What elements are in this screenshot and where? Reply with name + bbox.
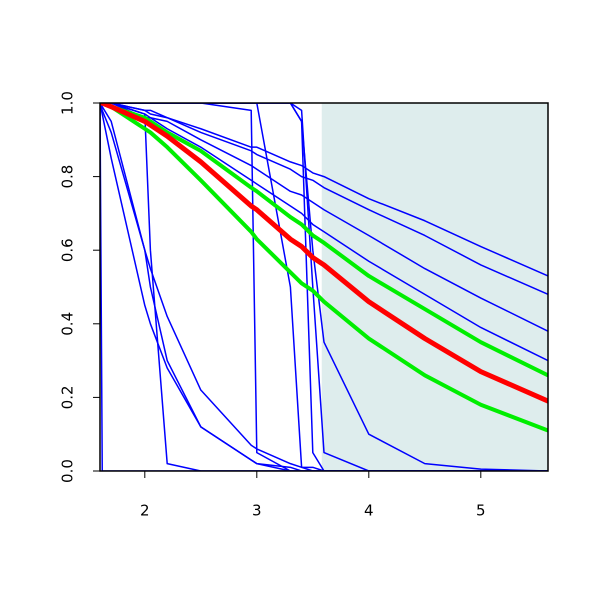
y-tick-label: 0.4 — [59, 312, 77, 336]
series-line — [100, 103, 548, 433]
x-tick-label: 4 — [364, 502, 374, 520]
y-tick-label: 0.8 — [59, 165, 77, 189]
y-tick-label: 0.6 — [59, 238, 77, 262]
x-tick-label: 3 — [252, 502, 262, 520]
series-line — [100, 103, 548, 296]
plot-frame — [99, 102, 549, 472]
x-tick-label: 5 — [476, 502, 486, 520]
series-line — [100, 103, 548, 471]
y-tick-label: 0.0 — [59, 459, 77, 483]
shade-layer — [321, 103, 548, 471]
y-tick-label: 0.2 — [59, 385, 77, 409]
y-tick-label: 1.0 — [59, 91, 77, 115]
line-layer — [100, 103, 548, 471]
series-line — [100, 103, 548, 471]
shaded-region — [321, 103, 548, 471]
axis-layer: 2 3 4 5 0.0 0.2 0.4 0.6 0.8 1.0 — [59, 91, 486, 519]
x-tick-label: 2 — [140, 502, 150, 520]
series-line — [100, 103, 548, 404]
series-line — [100, 103, 548, 471]
series-line — [100, 103, 548, 471]
